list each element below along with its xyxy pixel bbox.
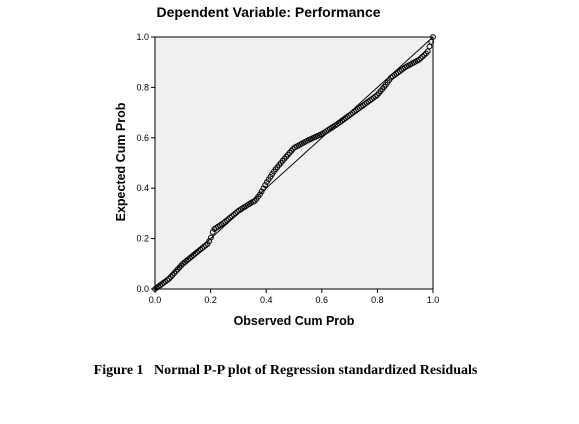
data-point: [430, 34, 436, 40]
data-points: [152, 34, 436, 292]
data-point: [419, 53, 426, 60]
y-tick-label: 0.0: [136, 284, 149, 294]
data-point: [209, 229, 216, 235]
data-point: [417, 55, 424, 62]
y-tick-label: 0.2: [136, 234, 149, 244]
data-point: [258, 188, 265, 195]
axis-ticks: 0.0 0.2 0.4 0.6 0.8 1.0 0.0 0.2 0.4 0.6 0.8 1.0: [136, 32, 439, 305]
x-tick-label: 0.8: [371, 295, 384, 305]
y-axis-label: Expected Cum Prob: [114, 102, 128, 222]
data-point: [428, 38, 435, 45]
x-tick-label: 0.2: [204, 295, 217, 305]
y-tick-label: 1.0: [136, 32, 149, 42]
y-tick-label: 0.8: [136, 82, 149, 92]
data-point: [424, 48, 431, 55]
chart-title: Dependent Variable: Performance: [156, 4, 381, 20]
y-tick-label: 0.4: [136, 183, 149, 193]
data-point: [208, 234, 214, 241]
x-tick-label: 0.6: [316, 295, 329, 305]
data-point: [260, 185, 267, 192]
y-tick-label: 0.6: [136, 133, 149, 143]
x-axis-label: Observed Cum Prob: [233, 314, 355, 328]
data-point: [416, 56, 422, 63]
data-point: [426, 43, 433, 50]
x-tick-label: 0.4: [260, 295, 273, 305]
data-point: [421, 52, 428, 58]
data-point: [257, 191, 263, 198]
x-tick-label: 1.0: [427, 295, 440, 305]
figure-caption: Figure 1 Normal P-P plot of Regression s…: [93, 363, 478, 378]
data-point: [262, 182, 269, 188]
x-tick-label: 0.0: [149, 295, 162, 305]
